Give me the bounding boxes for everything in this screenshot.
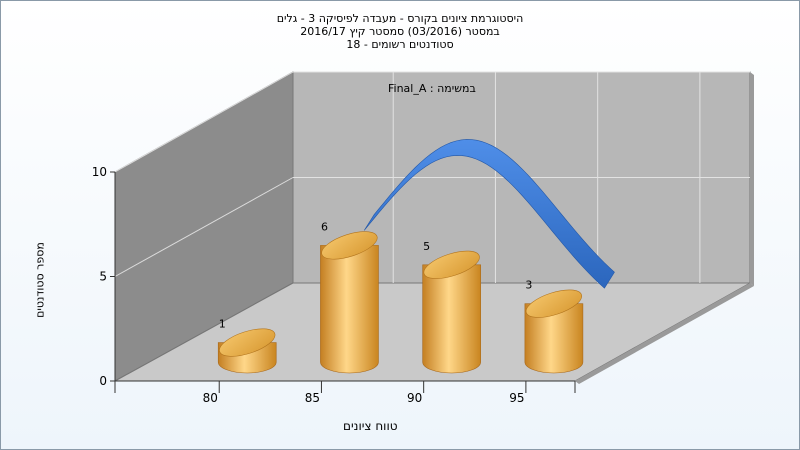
distribution-ribbon [363, 139, 615, 289]
bar-85: 6 [320, 220, 379, 374]
bar-body-85 [320, 245, 379, 374]
bar-90: 5 [422, 240, 481, 374]
bar-cap-95 [525, 289, 582, 318]
x-tick-label-0: 80 [203, 391, 218, 405]
chart-title-line-2: במסטר (03/2016) סמסטר קיץ 2016/17 [300, 25, 500, 38]
y-tick-label-1: 5 [99, 270, 107, 284]
x-tick-label-2: 90 [407, 391, 422, 405]
bar-value-label-80: 1 [219, 318, 226, 331]
plot-axes: 0 5 10 80 85 90 95 [92, 165, 576, 405]
y-tick-label-2: 10 [92, 165, 107, 179]
y-tick-label-0: 0 [99, 374, 107, 388]
chart-title-line-1: היסטוגרמת ציונים בקורס - מעבדה לפיסיקה 3… [276, 12, 524, 25]
x-tick-label-3: 95 [509, 391, 524, 405]
grid-line-side-1 [114, 177, 294, 277]
bar-value-label-85: 6 [321, 220, 328, 233]
bar-value-label-95: 3 [525, 279, 532, 292]
x-tick-label-1: 85 [305, 391, 320, 405]
y-axis-title: מספר סטודנטים [33, 242, 47, 318]
grid-line-side-2 [114, 71, 294, 173]
x-axis-title: טווח ציונים [343, 419, 398, 433]
floor-edge [575, 283, 754, 384]
bar-95: 3 [524, 279, 584, 374]
bar-cap-90 [423, 250, 480, 279]
bar-value-label-90: 5 [423, 240, 430, 253]
bar-cap-80 [219, 328, 276, 357]
bar-body-90 [422, 264, 481, 374]
series-label: במשימה : Final_A [388, 82, 476, 95]
bar-body-95 [524, 303, 584, 374]
plot-grid [114, 71, 750, 283]
chart-title-line-3: סטודנטים רשומים - 18 [346, 38, 454, 51]
distribution-curve [363, 139, 615, 289]
bar-cap-85 [321, 231, 378, 260]
bar-80: 1 [217, 318, 277, 374]
back-wall-edge [750, 72, 754, 286]
